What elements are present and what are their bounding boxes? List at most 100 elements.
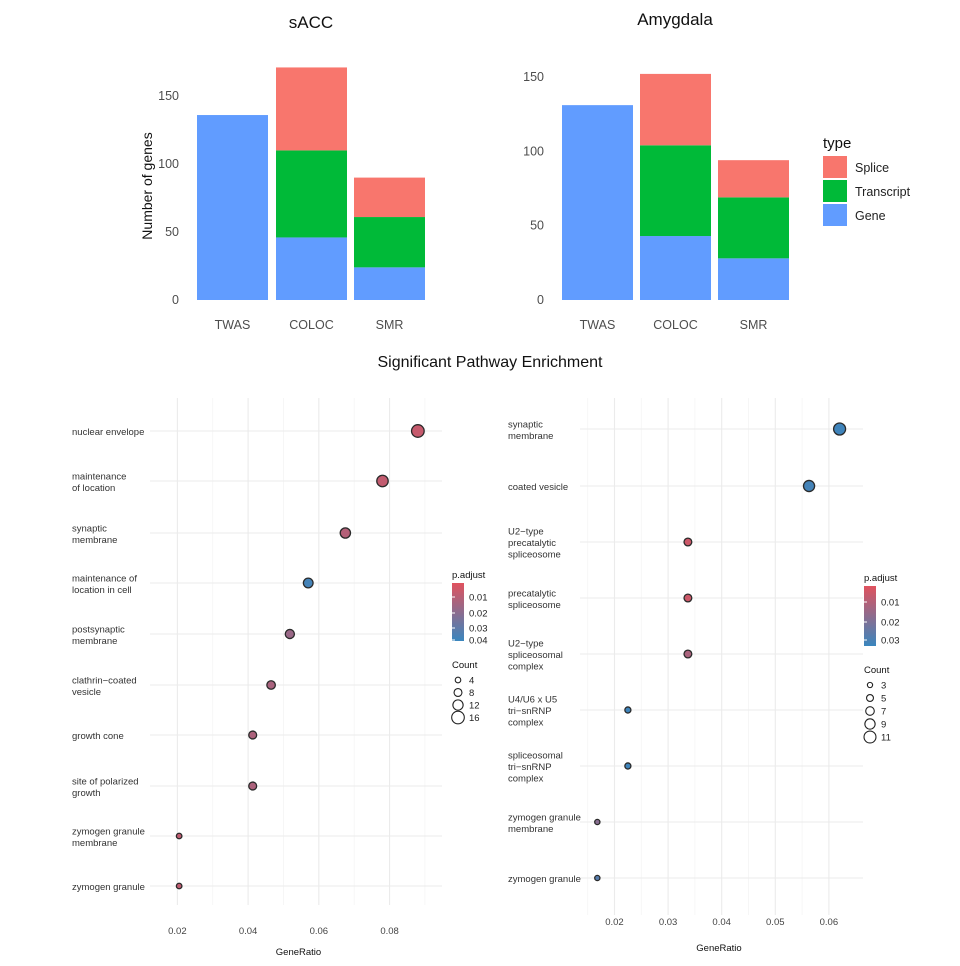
term-label: synaptic [72,523,107,534]
size-legend-label: 8 [469,688,474,699]
dot-point [624,706,632,714]
term-label: growth cone [72,731,124,742]
bar-smr-transcript [718,197,789,259]
x-tick-label: 0.04 [239,926,258,937]
y-tick-label: 100 [158,157,179,171]
colorbar-title: p.adjust [864,573,898,584]
dot-point [683,593,693,603]
term-label: complex [508,662,544,673]
size-legend-label: 12 [469,701,480,712]
term-label: complex [508,774,544,785]
x-tick-label: TWAS [215,318,251,332]
x-tick-label: 0.06 [820,917,839,928]
bar-smr-splice [718,160,789,198]
x-tick-label: 0.03 [659,917,678,928]
x-tick-label: 0.08 [380,926,399,937]
dot-point [248,730,258,740]
legend-label: Transcript [855,185,911,199]
y-tick-label: 100 [523,144,544,158]
dot-point [376,474,389,488]
bar-coloc-splice [640,73,711,146]
y-tick-label: 0 [172,293,179,307]
size-legend-circle [865,693,875,703]
chart-title: Amygdala [637,10,713,29]
colorbar-label: 0.01 [881,598,900,609]
term-label: zymogen granule [508,812,581,823]
x-axis-label: GeneRatio [276,947,321,958]
bar-smr-gene [718,258,789,300]
bar-coloc-gene [640,236,711,300]
term-label: postsynaptic [72,624,125,635]
dot-point [624,762,632,770]
term-label: coated vesicle [508,482,568,493]
dot-point [175,882,183,890]
dot-point [302,577,314,589]
size-legend-circle [864,718,876,730]
dot-point [248,781,258,791]
size-legend-label: 16 [469,713,480,724]
colorbar-label: 0.02 [881,618,900,629]
colorbar [452,583,464,641]
chart-title: sACC [289,13,333,32]
bar-coloc-transcript [640,145,711,237]
term-label: membrane [508,824,553,835]
term-label: spliceosome [508,600,561,611]
x-tick-label: 0.06 [310,926,329,937]
term-label: tri−snRNP [508,762,552,773]
legend-swatch-transcript [823,180,847,202]
x-tick-label: 0.02 [168,926,187,937]
x-axis-label: GeneRatio [696,943,741,954]
size-legend-circle [454,676,462,684]
x-tick-label: TWAS [580,318,616,332]
size-legend-title: Count [864,665,890,676]
term-label: membrane [72,535,117,546]
size-legend-label: 7 [881,707,886,718]
x-tick-label: 0.04 [712,917,731,928]
term-label: zymogen granule [508,874,581,885]
bar-coloc-splice [276,67,347,151]
colorbar-label: 0.04 [469,636,488,647]
term-label: of location [72,483,115,494]
colorbar-label: 0.03 [881,636,900,647]
bar-chart-amygdala: Amygdala 0 50 100 150 TWAS COLOC SMR [523,10,789,332]
y-tick-label: 0 [537,293,544,307]
term-label: complex [508,718,544,729]
size-legend-circle [451,710,465,725]
bar-twas-gene [197,115,268,300]
bar-coloc-transcript [276,150,347,238]
term-label: vesicle [72,687,101,698]
legend-title: type [823,135,851,152]
size-legend-label: 9 [881,720,886,731]
dot-point [339,527,352,539]
dot-point [683,537,693,547]
size-legend-circle [452,699,464,711]
bar-coloc-gene [276,237,347,300]
size-legend-circle [865,706,875,716]
dot-legend-3: p.adjust 0.01 0.02 0.03 Count 3 5 7 9 11 [863,573,900,744]
bar-smr-gene [354,267,425,300]
dot-point [410,424,425,438]
colorbar-title: p.adjust [452,570,486,581]
dot-point [683,649,693,659]
term-label: maintenance of [72,573,137,584]
y-tick-label: 50 [530,219,544,233]
x-tick-label: SMR [740,318,768,332]
legend-label: Splice [855,161,889,175]
bar-smr-splice [354,177,425,218]
dot-point [594,818,601,826]
term-label: location in cell [72,585,132,596]
term-label: U4/U6 x U5 [508,695,557,706]
size-legend-label: 5 [881,694,886,705]
size-legend-circle [453,687,463,698]
size-legend-label: 11 [881,733,891,744]
term-label: U2−type [508,639,544,650]
dot-point [832,422,847,436]
term-label: membrane [508,431,553,442]
term-label: site of polarized [72,776,139,787]
size-legend-circle [863,730,877,744]
